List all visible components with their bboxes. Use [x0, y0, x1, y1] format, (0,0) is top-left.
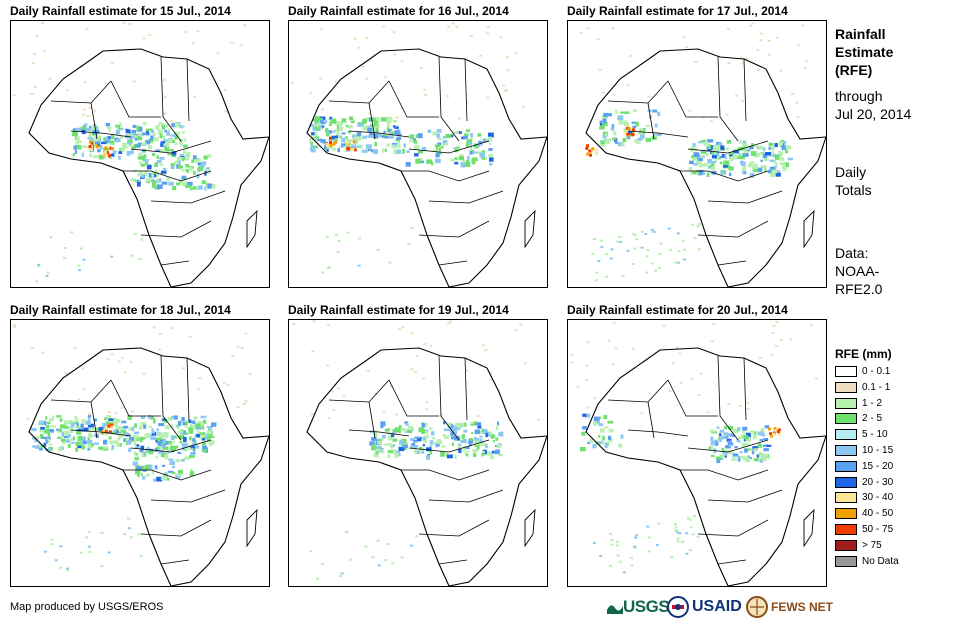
map-panel-18-jul: Daily Rainfall estimate for 18 Jul., 201… — [10, 303, 270, 593]
panel-title: Daily Rainfall estimate for 18 Jul., 201… — [10, 303, 231, 317]
legend-label: 30 - 40 — [862, 492, 894, 504]
panel-title: Daily Rainfall estimate for 16 Jul., 201… — [288, 4, 509, 18]
legend-item: 0 - 0.1 — [835, 365, 890, 378]
legend-label: No Data — [862, 555, 899, 567]
panel-title: Daily Rainfall estimate for 19 Jul., 201… — [288, 303, 509, 317]
legend-label: 5 - 10 — [862, 429, 888, 441]
sidebar-data-source: Data: NOAA- RFE2.0 — [835, 244, 882, 298]
legend-swatch — [835, 508, 857, 520]
legend-label: 1 - 2 — [862, 397, 883, 409]
legend-label: 15 - 20 — [862, 460, 894, 472]
usgs-logo: USGS — [607, 593, 670, 621]
usgs-logo-text: USGS — [623, 597, 670, 616]
africa-map-graphic — [12, 324, 269, 586]
rainfall-map — [10, 319, 270, 587]
legend-swatch — [835, 381, 857, 393]
legend-swatch — [835, 492, 857, 504]
legend-swatch — [835, 460, 857, 472]
map-panel-19-jul: Daily Rainfall estimate for 19 Jul., 201… — [288, 303, 548, 593]
legend-label: 50 - 75 — [862, 524, 894, 535]
legend-label: 20 - 30 — [862, 476, 894, 488]
africa-map-graphic — [12, 21, 269, 287]
legend-label: > 75 — [862, 539, 882, 551]
legend-item: 2 - 5 — [835, 412, 882, 425]
rainfall-map — [288, 20, 548, 288]
legend-item: 5 - 10 — [835, 428, 888, 441]
legend-swatch — [835, 429, 857, 441]
through-date: Jul 20, 2014 — [835, 106, 912, 122]
panel-title: Daily Rainfall estimate for 15 Jul., 201… — [10, 4, 231, 18]
map-panel-16-jul: Daily Rainfall estimate for 16 Jul., 201… — [288, 4, 548, 294]
panel-title: Daily Rainfall estimate for 17 Jul., 201… — [567, 4, 788, 18]
legend-item: 15 - 20 — [835, 460, 893, 473]
africa-map-graphic — [579, 22, 826, 287]
sidebar-title-line: Estimate — [835, 44, 894, 60]
map-credit: Map produced by USGS/EROS — [10, 601, 164, 613]
rainfall-map — [288, 319, 548, 587]
legend-swatch — [835, 524, 857, 535]
usaid-logo-text: USAID — [692, 598, 742, 615]
legend-swatch — [835, 539, 857, 551]
rainfall-map — [567, 319, 827, 587]
legend-item: No Data — [835, 555, 899, 568]
map-panel-15-jul: Daily Rainfall estimate for 15 Jul., 201… — [10, 4, 270, 294]
sidebar-title-line: (RFE) — [835, 62, 873, 78]
rainfall-map — [10, 20, 270, 288]
legend-item: 40 - 50 — [835, 507, 893, 520]
legend-item: 0.1 - 1 — [835, 381, 890, 394]
legend-item: 20 - 30 — [835, 476, 893, 489]
usgs-wave-icon — [607, 605, 623, 614]
legend-item: 30 - 40 — [835, 491, 893, 504]
legend-swatch — [835, 555, 857, 567]
legend-title: RFE (mm) — [835, 347, 892, 361]
legend-item: > 75 — [835, 539, 882, 552]
sidebar-totals: Daily Totals — [835, 163, 872, 199]
through-label: through — [835, 88, 883, 104]
legend-label: 0.1 - 1 — [862, 381, 891, 393]
data-source-line: NOAA- — [835, 263, 880, 279]
legend-label: 2 - 5 — [862, 413, 883, 425]
legend-swatch — [835, 397, 857, 409]
legend-item: 50 - 75 — [835, 523, 893, 536]
legend-swatch — [835, 366, 857, 377]
sidebar-title-line: Rainfall — [835, 26, 886, 42]
legend-swatch — [835, 413, 857, 425]
africa-map-graphic — [570, 320, 826, 586]
sidebar-title: Rainfall Estimate (RFE) — [835, 25, 893, 79]
fews-net-logo: FEWS NET — [746, 593, 833, 621]
fews-globe-icon — [746, 596, 768, 618]
totals-line: Totals — [835, 182, 872, 198]
legend-label: 0 - 0.1 — [862, 366, 891, 377]
legend-label: 40 - 50 — [862, 508, 894, 520]
sidebar-through: through Jul 20, 2014 — [835, 87, 911, 123]
africa-map-graphic — [291, 22, 547, 287]
panel-title: Daily Rainfall estimate for 20 Jul., 201… — [567, 303, 788, 317]
map-panel-20-jul: Daily Rainfall estimate for 20 Jul., 201… — [567, 303, 827, 593]
legend-label: 10 - 15 — [862, 445, 894, 456]
totals-line: Daily — [835, 164, 867, 180]
map-panel-17-jul: Daily Rainfall estimate for 17 Jul., 201… — [567, 4, 827, 294]
usaid-seal-icon — [667, 596, 689, 618]
data-source-line: RFE2.0 — [835, 281, 883, 297]
africa-map-graphic — [292, 320, 547, 586]
data-source-line: Data: — [835, 245, 869, 261]
legend-swatch — [835, 445, 857, 456]
legend-item: 10 - 15 — [835, 444, 893, 457]
rainfall-map — [567, 20, 827, 288]
legend-swatch — [835, 476, 857, 488]
fews-net-logo-text: FEWS NET — [771, 600, 833, 614]
legend-item: 1 - 2 — [835, 397, 882, 410]
usaid-logo: USAID — [667, 593, 742, 621]
